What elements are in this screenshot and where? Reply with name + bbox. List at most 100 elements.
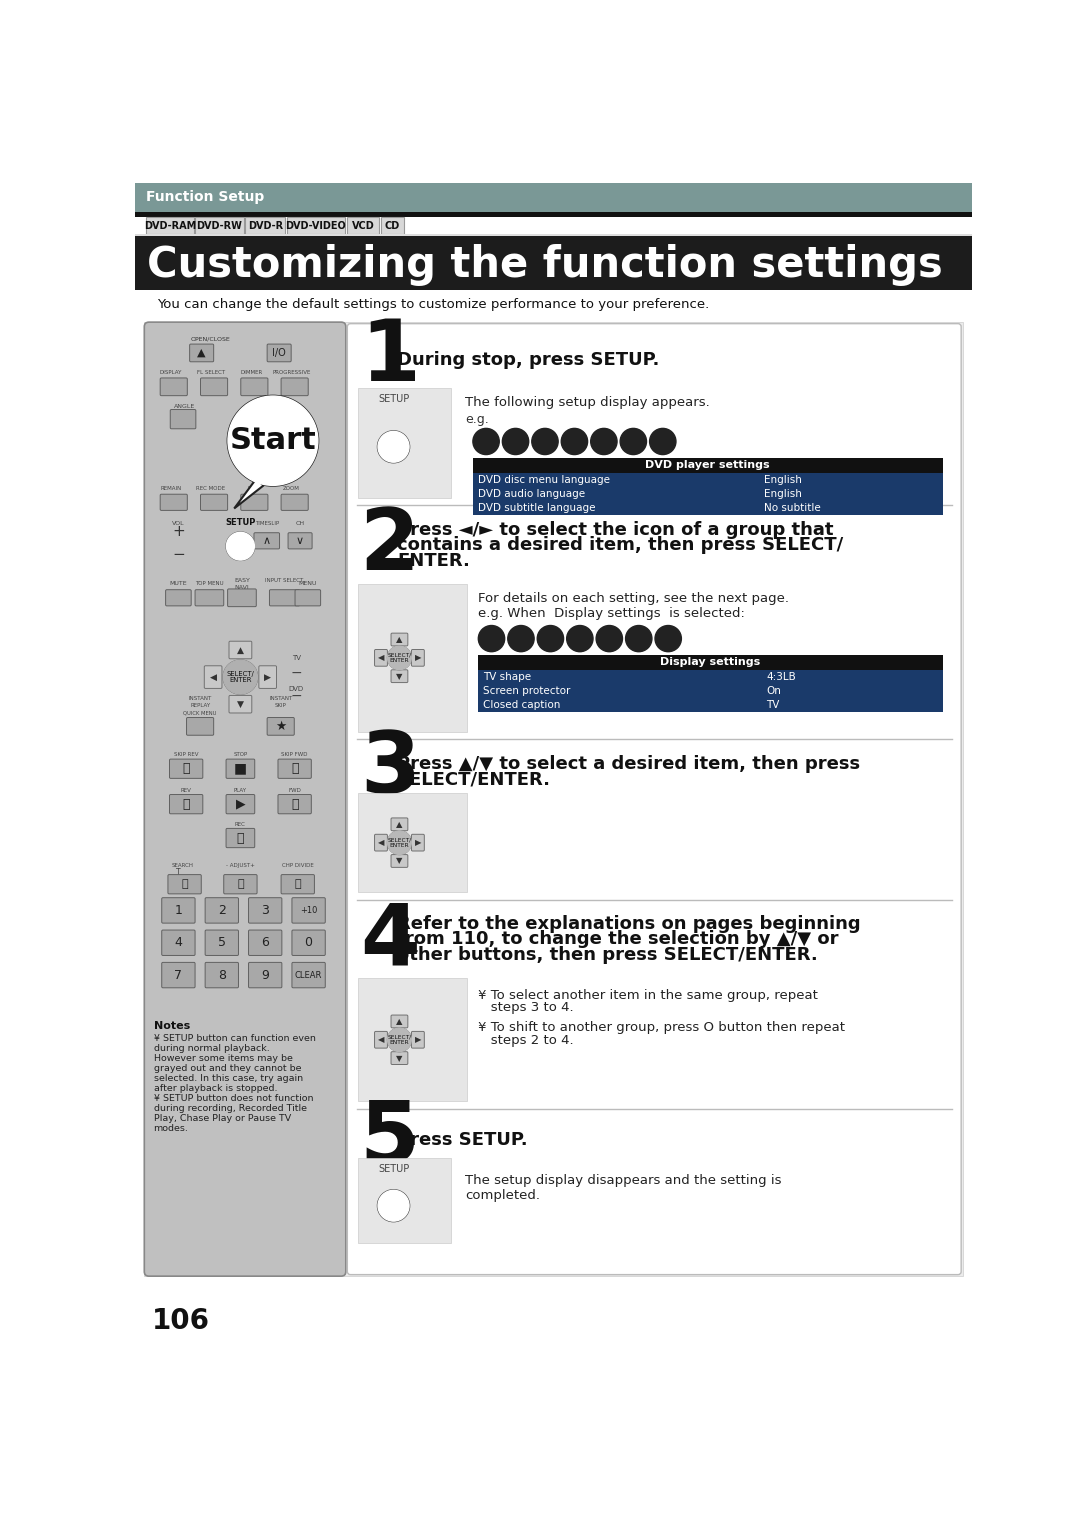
Text: T: T (176, 868, 180, 877)
Text: ⏪: ⏪ (183, 798, 190, 810)
FancyBboxPatch shape (228, 589, 256, 606)
Bar (245, 218, 285, 235)
Text: 1: 1 (175, 905, 183, 917)
Text: DVD player settings: DVD player settings (646, 460, 770, 471)
FancyBboxPatch shape (267, 344, 292, 362)
Text: INSTANT: INSTANT (189, 696, 212, 701)
Text: TV: TV (766, 701, 780, 710)
Bar (347, 218, 379, 235)
Bar (135, 235, 972, 236)
FancyBboxPatch shape (281, 495, 308, 510)
Text: 5: 5 (218, 937, 226, 949)
Bar (473, 501, 943, 515)
Text: SETUP: SETUP (226, 518, 256, 527)
Text: However some items may be: However some items may be (153, 1054, 293, 1063)
Text: 0: 0 (305, 937, 312, 949)
FancyBboxPatch shape (195, 589, 224, 606)
Text: Customizing the function settings: Customizing the function settings (147, 244, 943, 286)
FancyBboxPatch shape (170, 795, 203, 813)
Text: MUTE: MUTE (170, 580, 187, 586)
Text: SKIP: SKIP (274, 704, 286, 708)
Circle shape (378, 431, 409, 461)
FancyBboxPatch shape (248, 897, 282, 923)
Text: VCD: VCD (351, 221, 375, 231)
Bar (380, 218, 404, 235)
Text: ◀: ◀ (378, 838, 384, 847)
FancyBboxPatch shape (241, 378, 268, 396)
FancyBboxPatch shape (162, 897, 195, 923)
Text: Function Setup: Function Setup (146, 190, 265, 204)
Text: ◀: ◀ (378, 653, 384, 663)
Text: STOP: STOP (233, 752, 247, 757)
FancyBboxPatch shape (278, 795, 311, 813)
Circle shape (478, 626, 504, 652)
Text: ¥ To shift to another group, press O button then repeat: ¥ To shift to another group, press O but… (478, 1022, 846, 1034)
Text: EX: EX (247, 486, 255, 490)
Text: SELECT/: SELECT/ (388, 838, 411, 842)
Circle shape (388, 832, 411, 854)
FancyBboxPatch shape (267, 717, 294, 736)
Circle shape (228, 396, 318, 486)
FancyBboxPatch shape (375, 649, 388, 666)
Text: 4: 4 (360, 899, 420, 982)
Text: ¥ To select another item in the same group, repeat: ¥ To select another item in the same gro… (478, 988, 819, 1002)
Text: TV shape: TV shape (483, 672, 531, 682)
Text: ▶: ▶ (415, 653, 421, 663)
Text: +: + (172, 524, 185, 539)
Text: English: English (764, 489, 802, 500)
FancyBboxPatch shape (165, 589, 191, 606)
Circle shape (224, 659, 257, 694)
FancyBboxPatch shape (160, 378, 187, 396)
Text: ⏩: ⏩ (291, 798, 298, 810)
Text: Display settings: Display settings (660, 658, 760, 667)
Text: SKIP FWD: SKIP FWD (282, 752, 308, 757)
Text: from 110, to change the selection by ▲/▼ or: from 110, to change the selection by ▲/▼… (397, 931, 838, 949)
Text: ▲: ▲ (396, 1017, 403, 1027)
Text: QUICK MENU: QUICK MENU (184, 710, 217, 716)
Text: Press SETUP.: Press SETUP. (397, 1130, 527, 1148)
Text: +10: +10 (300, 906, 318, 915)
Text: ▶: ▶ (265, 673, 271, 682)
Circle shape (508, 626, 535, 652)
Bar (478, 698, 943, 711)
FancyBboxPatch shape (226, 829, 255, 848)
Text: CLEAR: CLEAR (295, 970, 322, 979)
Text: ∧: ∧ (262, 536, 271, 545)
Text: EASY: EASY (234, 579, 249, 583)
Circle shape (531, 428, 558, 454)
Text: −: − (172, 547, 185, 562)
Text: INPUT SELECT: INPUT SELECT (266, 579, 303, 583)
Text: DISPLAY: DISPLAY (160, 370, 181, 376)
Text: modes.: modes. (153, 1124, 189, 1133)
Bar (287, 218, 345, 235)
Text: REV: REV (180, 787, 191, 793)
Text: DVD-RAM: DVD-RAM (144, 221, 195, 231)
Text: selected. In this case, try again: selected. In this case, try again (153, 1074, 302, 1083)
FancyBboxPatch shape (241, 495, 268, 510)
FancyBboxPatch shape (190, 344, 214, 362)
Text: The following setup display appears.: The following setup display appears. (465, 396, 710, 410)
FancyBboxPatch shape (205, 931, 239, 955)
Bar (135, 212, 972, 218)
Bar (359, 388, 451, 498)
FancyBboxPatch shape (248, 963, 282, 988)
Text: DVD-R: DVD-R (247, 221, 283, 231)
FancyBboxPatch shape (375, 835, 388, 851)
Bar (473, 457, 943, 474)
Text: 4:3LB: 4:3LB (766, 672, 796, 682)
Text: ▶: ▶ (415, 1036, 421, 1045)
FancyBboxPatch shape (278, 758, 311, 778)
FancyBboxPatch shape (171, 410, 195, 429)
Text: SEARCH: SEARCH (172, 864, 194, 868)
FancyBboxPatch shape (281, 874, 314, 894)
Text: INSTANT: INSTANT (269, 696, 293, 701)
Text: REC: REC (235, 822, 246, 827)
FancyBboxPatch shape (288, 533, 312, 548)
Text: CH: CH (296, 521, 305, 527)
Text: 6: 6 (261, 937, 269, 949)
Text: Notes: Notes (153, 1022, 190, 1031)
Text: ▶: ▶ (415, 838, 421, 847)
Text: ENTER.: ENTER. (397, 551, 470, 570)
FancyBboxPatch shape (160, 495, 187, 510)
Circle shape (227, 533, 255, 560)
